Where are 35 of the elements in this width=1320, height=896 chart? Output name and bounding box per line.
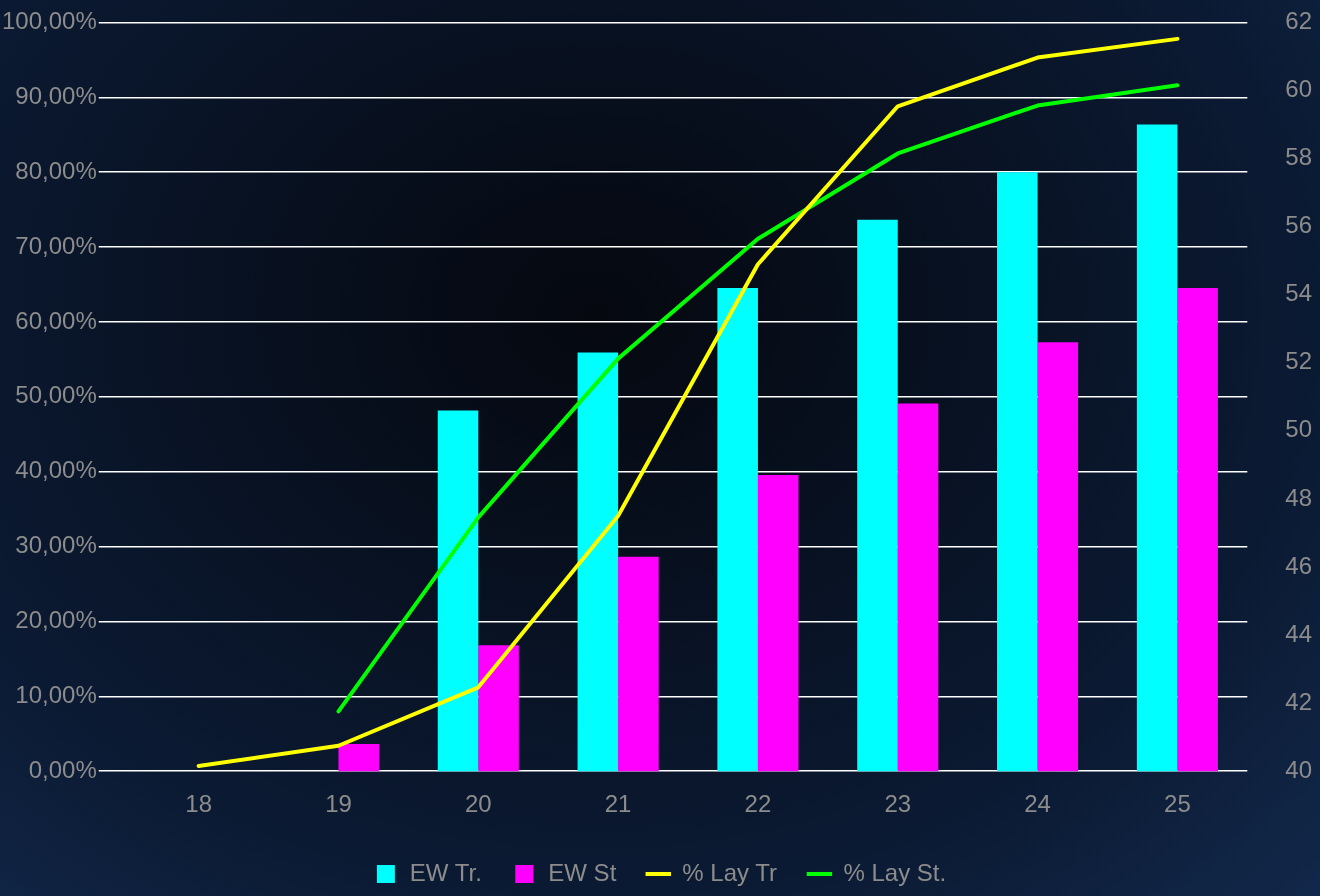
- x-tick-label: 22: [744, 790, 772, 818]
- x-tick-label: 25: [1164, 790, 1191, 818]
- x-tick-label: 23: [884, 790, 912, 818]
- y-tick-label: 30,00%: [15, 531, 97, 559]
- legend-label: % Lay Tr: [682, 858, 777, 886]
- y2-tick-label: 62: [1285, 7, 1313, 35]
- x-tick-label: 24: [1024, 790, 1051, 818]
- y2-tick-label: 40: [1285, 755, 1313, 783]
- y-tick-label: 70,00%: [15, 231, 97, 259]
- legend-label: EW St: [548, 858, 617, 886]
- x-tick-label: 18: [185, 790, 213, 818]
- x-tick-label: 21: [604, 790, 632, 818]
- y-tick-label: 80,00%: [15, 156, 97, 184]
- y2-tick-label: 44: [1285, 619, 1313, 647]
- y-tick-label: 10,00%: [15, 680, 97, 708]
- y-tick-label: 90,00%: [15, 81, 97, 109]
- y2-tick-label: 60: [1285, 75, 1313, 103]
- x-tick-label: 19: [325, 790, 352, 818]
- y2-tick-label: 46: [1285, 551, 1313, 579]
- y2-tick-label: 54: [1285, 279, 1313, 307]
- y-tick-label: 0,00%: [28, 755, 97, 783]
- x-tick-label: 20: [464, 790, 492, 818]
- y-tick-label: 50,00%: [15, 381, 97, 409]
- y2-tick-label: 48: [1285, 483, 1313, 511]
- y2-tick-label: 56: [1285, 211, 1313, 239]
- y-tick-label: 100,00%: [2, 7, 97, 35]
- y-tick-label: 40,00%: [15, 456, 97, 484]
- y-tick-label: 60,00%: [15, 306, 97, 334]
- y2-tick-label: 58: [1285, 143, 1313, 171]
- y2-tick-label: 52: [1285, 347, 1313, 375]
- legend-label: % Lay St.: [843, 858, 947, 886]
- y-tick-label: 20,00%: [15, 606, 97, 634]
- y2-tick-label: 50: [1285, 415, 1313, 443]
- legend-label: EW Tr.: [409, 858, 482, 886]
- y2-tick-label: 42: [1285, 687, 1313, 715]
